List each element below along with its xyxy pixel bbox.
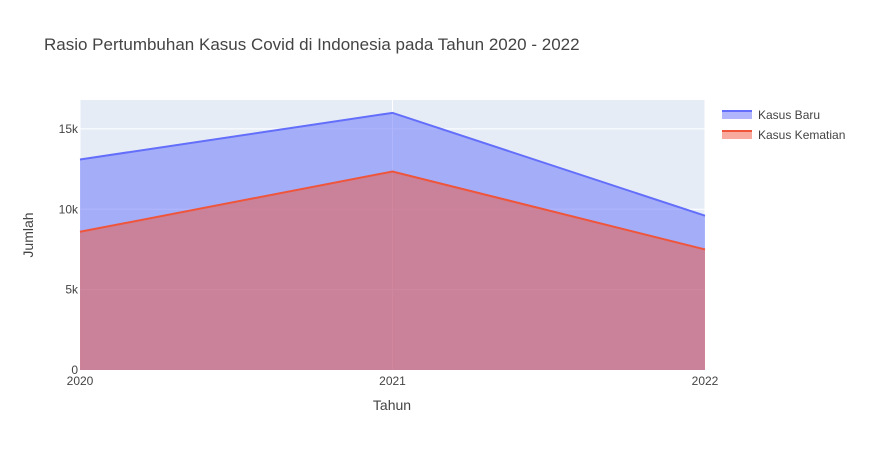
- y-tick-label: 10k: [59, 202, 79, 216]
- x-axis-label: Tahun: [373, 397, 411, 413]
- series-areas: [77, 110, 708, 370]
- area-fill-series-1[interactable]: [80, 171, 705, 370]
- y-tick-label: 15k: [59, 122, 79, 136]
- data-point-series-1[interactable]: [702, 246, 708, 252]
- x-tick-label: 2022: [692, 374, 719, 388]
- chart-title: Rasio Pertumbuhan Kasus Covid di Indones…: [44, 35, 580, 54]
- data-point-series-0[interactable]: [77, 156, 83, 162]
- data-point-series-1[interactable]: [77, 229, 83, 235]
- line-series-0[interactable]: [79, 111, 706, 217]
- legend-item[interactable]: Kasus Kematian: [722, 128, 845, 142]
- y-axis-ticks: 0 5k 10k 15k: [59, 122, 79, 377]
- legend-item[interactable]: Kasus Baru: [722, 108, 820, 122]
- data-point-series-0[interactable]: [702, 213, 708, 219]
- data-point-series-0[interactable]: [390, 110, 396, 116]
- y-tick-label: 5k: [65, 283, 79, 297]
- x-axis-ticks: 2020 2021 2022: [67, 374, 719, 388]
- x-tick-label: 2021: [379, 374, 406, 388]
- x-tick-label: 2020: [67, 374, 94, 388]
- legend-label: Kasus Kematian: [758, 128, 845, 142]
- y-tick-label: 0: [71, 363, 78, 377]
- data-point-series-1[interactable]: [390, 169, 396, 175]
- legend-swatch: [722, 111, 752, 119]
- legend[interactable]: Kasus Baru Kasus Kematian: [722, 108, 845, 142]
- line-series-1[interactable]: [79, 170, 706, 251]
- y-axis-label: Jumlah: [20, 212, 36, 257]
- legend-label: Kasus Baru: [758, 108, 820, 122]
- legend-swatch: [722, 131, 752, 139]
